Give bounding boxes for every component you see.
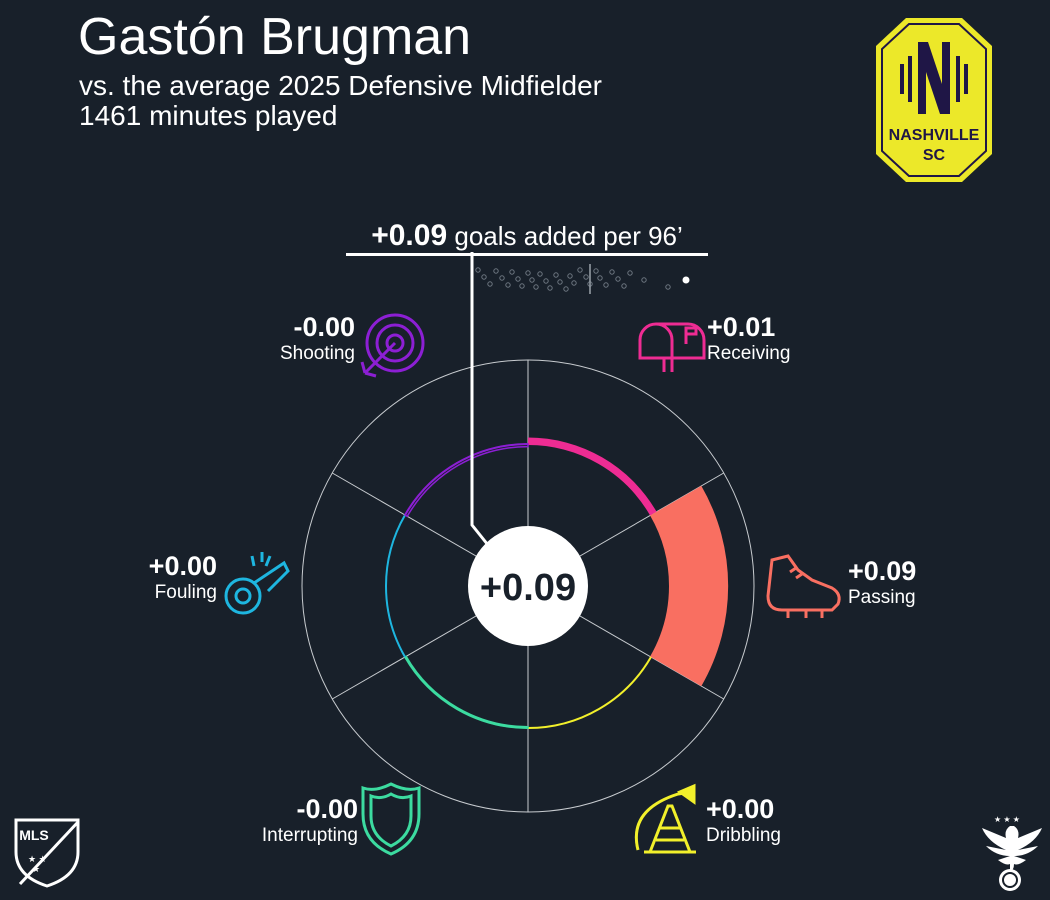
shield-icon xyxy=(361,782,421,856)
bar-shooting xyxy=(403,443,529,518)
whistle-icon xyxy=(224,552,290,615)
mls-logo: MLS ★ ★ ★ xyxy=(14,818,80,888)
interrupting-value: -0.00 xyxy=(296,794,358,824)
center-disc xyxy=(468,526,588,646)
comparison-subtitle: vs. the average 2025 Defensive Midfielde… xyxy=(79,70,602,101)
goals-added-text: goals added per 96’ xyxy=(454,221,683,251)
center-value: +0.09 xyxy=(480,567,576,609)
shooting-label: Shooting xyxy=(279,343,355,364)
distribution-point xyxy=(553,272,559,278)
mls-text: MLS xyxy=(19,827,49,843)
distribution-point xyxy=(615,276,621,282)
distribution-point xyxy=(515,276,521,282)
category-receiving: +0.01 Receiving xyxy=(707,312,790,366)
distribution-point xyxy=(577,267,583,273)
distribution-point xyxy=(529,277,535,283)
category-passing: +0.09 Passing xyxy=(848,556,916,610)
category-interrupting: -0.00 Interrupting xyxy=(262,794,358,848)
dribbling-label: Dribbling xyxy=(706,825,781,846)
distribution-point xyxy=(537,271,543,277)
target-icon xyxy=(360,313,425,378)
distribution-point xyxy=(499,275,505,281)
distribution-point xyxy=(621,283,627,289)
distribution-point xyxy=(597,275,603,281)
category-dribbling: +0.00 Dribbling xyxy=(706,794,781,848)
distribution-point xyxy=(627,270,633,276)
category-shooting: -0.00 Shooting xyxy=(280,312,355,366)
baseline-arc-dribbling xyxy=(527,656,652,729)
mailbox-icon xyxy=(638,322,706,372)
logo-shield xyxy=(876,18,992,182)
distribution-point xyxy=(475,267,481,273)
shooting-value: -0.00 xyxy=(293,312,355,342)
distribution-point xyxy=(505,282,511,288)
header-underline xyxy=(346,253,708,256)
fouling-value: +0.00 xyxy=(148,551,217,581)
receiving-label: Receiving xyxy=(707,343,791,364)
pointer-line xyxy=(470,252,490,546)
dribbling-value: +0.00 xyxy=(706,794,775,824)
logo-line1: NASHVILLE xyxy=(889,127,980,144)
receiving-value: +0.01 xyxy=(707,312,776,342)
svg-text:★ ★ ★: ★ ★ ★ xyxy=(994,815,1020,824)
bar-passing xyxy=(650,485,729,687)
svg-text:★ ★: ★ ★ xyxy=(28,854,47,864)
distribution-point xyxy=(533,284,539,290)
distribution-point xyxy=(493,268,499,274)
baseline-arc-interrupting xyxy=(404,656,529,729)
distribution-point xyxy=(563,286,569,292)
svg-text:★: ★ xyxy=(32,864,40,874)
distribution-point xyxy=(481,274,487,280)
cone-icon xyxy=(634,783,696,854)
fouling-label: Fouling xyxy=(154,582,217,603)
distribution-point xyxy=(593,268,599,274)
category-arcs xyxy=(385,437,729,729)
baseline-arc-shooting xyxy=(404,443,529,516)
distribution-point xyxy=(543,278,549,284)
distribution-point xyxy=(571,280,577,286)
eagle-crest-logo: ★ ★ ★ xyxy=(982,815,1042,891)
distribution-point xyxy=(641,277,647,283)
distribution-point xyxy=(487,281,493,287)
logo-line2: SC xyxy=(923,147,946,164)
baseline-arc-passing xyxy=(650,514,671,658)
distribution-point xyxy=(525,270,531,276)
category-fouling: +0.00 Fouling xyxy=(149,551,217,605)
distribution-point xyxy=(665,284,671,290)
player-name: Gastón Brugman xyxy=(78,8,472,66)
distribution-point xyxy=(519,283,525,289)
nashville-sc-logo: NASHVILLE SC xyxy=(876,18,992,182)
distribution-point xyxy=(583,274,589,280)
distribution-point xyxy=(509,269,515,275)
bar-receiving xyxy=(528,437,657,515)
passing-value: +0.09 xyxy=(848,556,917,586)
distribution-point xyxy=(609,269,615,275)
distribution-strip xyxy=(475,264,690,294)
distribution-point xyxy=(567,273,573,279)
goals-added-value: +0.09 xyxy=(371,219,448,252)
baseline-arc-fouling xyxy=(385,514,406,658)
player-point xyxy=(682,276,690,284)
minutes-played: 1461 minutes played xyxy=(79,100,338,131)
cleat-icon xyxy=(766,554,841,618)
baseline-arc-receiving xyxy=(527,443,652,516)
distribution-point xyxy=(603,282,609,288)
interrupting-label: Interrupting xyxy=(261,825,358,846)
distribution-point xyxy=(547,285,553,291)
bar-interrupting xyxy=(403,655,529,729)
passing-label: Passing xyxy=(848,587,916,608)
distribution-point xyxy=(557,279,563,285)
goals-added-header: +0.09 goals added per 96’ xyxy=(346,216,708,256)
